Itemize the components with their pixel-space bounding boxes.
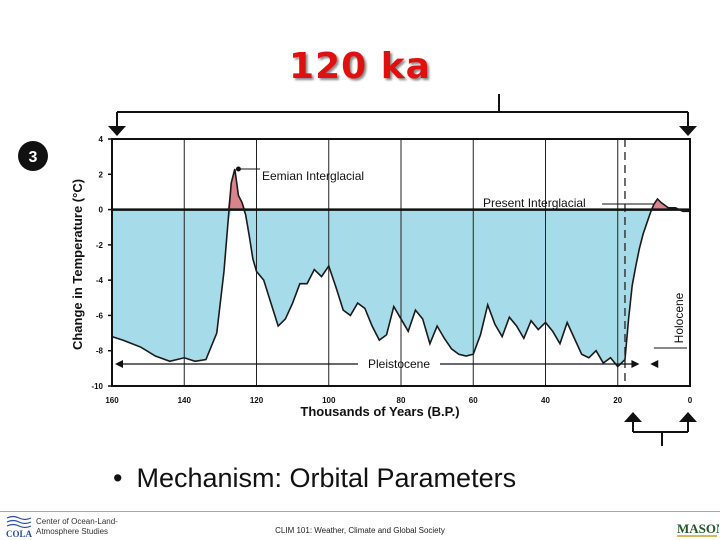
- footer-course-title: CLIM 101: Weather, Climate and Global So…: [275, 526, 445, 535]
- x-tick-label: 60: [469, 396, 478, 405]
- footer-divider: [0, 511, 720, 512]
- span-arrow-right-icon: [631, 360, 640, 368]
- x-tick-label: 0: [688, 396, 693, 405]
- bullet-dot-icon: •: [113, 463, 123, 493]
- arrow-up-left-icon: [624, 412, 642, 422]
- y-axis-title: Change in Temperature (°C): [70, 179, 85, 350]
- x-axis-title: Thousands of Years (B.P.): [300, 404, 459, 419]
- x-tick-label: 20: [613, 396, 622, 405]
- y-tick-label: 2: [99, 170, 104, 179]
- x-tick-label: 100: [322, 396, 336, 405]
- y-tick-label: -2: [96, 241, 104, 250]
- pleistocene-label: Pleistocene: [368, 357, 430, 371]
- bullet-text: Mechanism: Orbital Parameters: [136, 463, 517, 493]
- x-tick-label: 160: [105, 396, 119, 405]
- present-interglacial-label: Present Interglacial: [483, 196, 586, 210]
- x-tick-label: 140: [178, 396, 192, 405]
- cola-logo-text: COLA: [6, 529, 33, 538]
- plot-area: [112, 139, 690, 386]
- figure-number-badge: 3: [18, 141, 48, 171]
- y-tick-label: -8: [96, 347, 104, 356]
- arrow-down-right-icon: [679, 126, 697, 136]
- plot-frame: [111, 138, 691, 387]
- holocene-arrow-icon: [650, 360, 659, 368]
- y-tick-label: -10: [91, 382, 103, 391]
- y-tick-label: 0: [99, 206, 104, 215]
- y-tick-label: 4: [99, 135, 104, 144]
- x-tick-label: 40: [541, 396, 550, 405]
- y-tick-label: -6: [96, 311, 104, 320]
- arrow-up-right-icon: [679, 412, 697, 422]
- time-bracket-top: [116, 94, 689, 128]
- eemian-label: Eemian Interglacial: [262, 169, 364, 183]
- holocene-label: Holocene: [672, 292, 686, 343]
- time-bracket-bottom: [632, 420, 689, 446]
- mason-logo-text: MASON: [677, 521, 719, 536]
- mason-logo: MASON: [677, 521, 719, 537]
- arrow-down-left-icon: [108, 126, 126, 136]
- temperature-curve: [112, 168, 690, 368]
- y-tick-label: -4: [96, 276, 104, 285]
- eemian-peak-point: [235, 166, 241, 172]
- span-arrow-left-icon: [115, 360, 123, 368]
- bullet-item: • Mechanism: Orbital Parameters: [113, 463, 516, 494]
- x-tick-label: 80: [397, 396, 406, 405]
- x-tick-label: 120: [250, 396, 264, 405]
- figure-number: 3: [29, 149, 38, 166]
- footer-org-name: Center of Ocean-Land-Atmosphere Studies: [36, 517, 118, 536]
- cola-logo: COLA: [6, 515, 33, 538]
- slide-title: 120 ka: [289, 46, 431, 87]
